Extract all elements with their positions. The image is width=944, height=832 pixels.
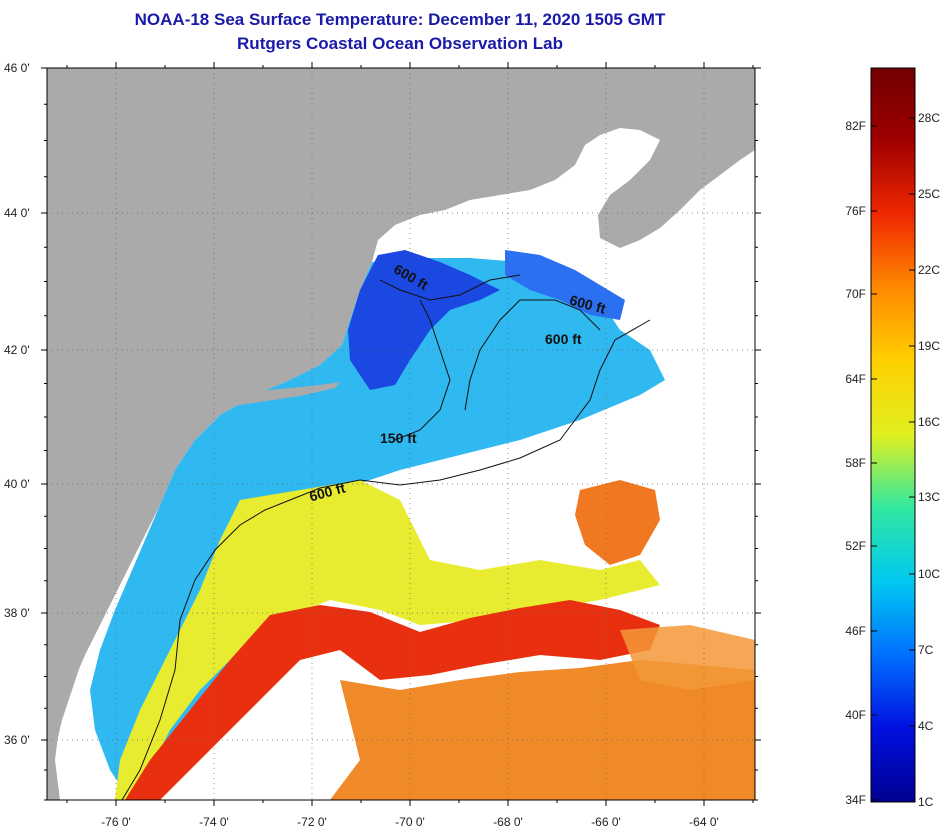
lon-tick-label: -72 0' [297, 815, 327, 829]
lat-tick-label: 38 0' [4, 606, 30, 620]
bathymetry-contours [121, 274, 651, 800]
contour-label-gb: 600 ft [545, 331, 582, 347]
lon-tick-label: -74 0' [199, 815, 229, 829]
colorbar-f-label: 40F [845, 708, 866, 722]
colorbar-f-label: 52F [845, 539, 866, 553]
colorbar-labels: 82F 76F 70F 64F 58F 52F 46F 40F 34F 28C 25C 22C 19C 1… [845, 111, 940, 809]
colorbar-f-label: 76F [845, 204, 866, 218]
sargasso-warm [330, 660, 755, 800]
lat-tick-label: 46 0' [4, 61, 30, 75]
colorbar-c-label: 16C [918, 415, 940, 429]
colorbar-f-label: 82F [845, 119, 866, 133]
lon-tick-label: -68 0' [493, 815, 523, 829]
slope-water [115, 480, 660, 800]
colorbar-c-label: 28C [918, 111, 940, 125]
colorbar-c-label: 19C [918, 339, 940, 353]
lat-tick-label: 44 0' [4, 206, 30, 220]
lat-tick-label: 42 0' [4, 343, 30, 357]
long-island-land [210, 382, 340, 408]
scotian-cold [505, 250, 625, 320]
colorbar-f-label: 58F [845, 456, 866, 470]
warm-eddy [575, 480, 660, 565]
map-title: NOAA-18 Sea Surface Temperature: Decembe… [134, 10, 666, 29]
lon-tick-label: -64 0' [689, 815, 719, 829]
colorbar-f-label: 34F [845, 793, 866, 807]
map-subtitle: Rutgers Coastal Ocean Observation Lab [237, 34, 563, 53]
colorbar-c-label: 22C [918, 263, 940, 277]
axis-ticks: -76 0' -74 0' -72 0' -70 0' -68 0' -66 0' -64 … [4, 61, 761, 829]
colorbar-c-label: 25C [918, 187, 940, 201]
colorbar-c-label: 1C [918, 795, 934, 809]
map-frame [46, 67, 756, 801]
us-coast-land [47, 68, 520, 800]
lon-tick-label: -66 0' [591, 815, 621, 829]
lat-tick-label: 36 0' [4, 733, 30, 747]
lon-tick-label: -70 0' [395, 815, 425, 829]
colorbar-c-label: 4C [918, 719, 934, 733]
colorbar-f-label: 46F [845, 624, 866, 638]
nova-scotia-land [580, 68, 755, 248]
sargasso-warm-east [620, 625, 755, 690]
lat-tick-label: 40 0' [4, 477, 30, 491]
gulf-stream [125, 600, 660, 800]
contour-label-150: 150 ft [380, 430, 417, 446]
gulf-of-maine-cold [348, 250, 500, 390]
colorbar-f-label: 64F [845, 372, 866, 386]
lon-tick-label: -76 0' [101, 815, 131, 829]
colorbar-f-label: 70F [845, 287, 866, 301]
colorbar [870, 67, 916, 803]
map-area [47, 68, 755, 800]
colorbar-c-label: 7C [918, 643, 934, 657]
colorbar-c-label: 10C [918, 567, 940, 581]
colorbar-c-label: 13C [918, 490, 940, 504]
